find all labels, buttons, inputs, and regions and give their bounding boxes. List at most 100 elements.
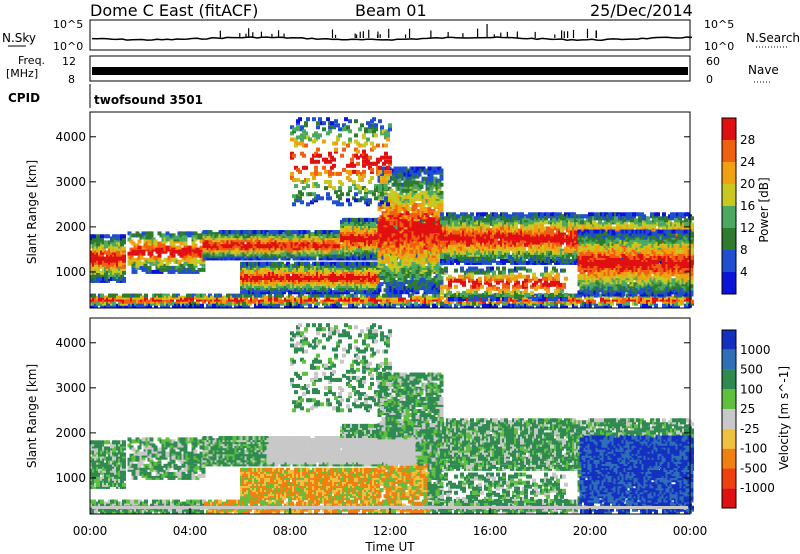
power-cell: [498, 299, 502, 304]
power-cell: [393, 235, 398, 240]
power-cell: [405, 211, 410, 216]
power-cell: [364, 299, 368, 304]
power-cell: [144, 297, 148, 302]
power-cell: [407, 207, 412, 212]
power-cell: [690, 299, 694, 304]
power-cell: [342, 242, 346, 247]
power-cell: [411, 253, 416, 258]
power-cell: [195, 253, 200, 258]
power-cell: [626, 301, 630, 306]
power-cell: [147, 265, 152, 270]
power-cell: [210, 250, 215, 255]
power-cell: [376, 278, 380, 282]
power-cell: [199, 235, 204, 240]
freq-left-label-2: [MHz]: [6, 67, 38, 80]
power-cell: [436, 293, 440, 298]
power-cell: [350, 299, 354, 304]
power-cell: [276, 303, 280, 308]
power-cell: [308, 244, 313, 249]
power-cell: [622, 297, 626, 302]
freq-right-bottom: 0: [706, 73, 713, 86]
power-cell: [606, 299, 610, 304]
power-cell: [413, 203, 418, 207]
power-cell: [234, 297, 238, 302]
power-cell: [193, 249, 198, 254]
power-cell: [184, 299, 188, 304]
power-cell: [92, 293, 96, 298]
power-cell: [401, 188, 406, 193]
power-cell: [122, 266, 126, 271]
power-cell: [159, 249, 164, 254]
power-cell: [131, 265, 136, 270]
power-cell: [135, 263, 140, 268]
power-cell: [252, 299, 256, 304]
power-cell: [179, 231, 184, 236]
power-cell: [610, 299, 614, 304]
power-cell: [350, 221, 354, 226]
power-cell: [377, 253, 382, 258]
power-cell: [122, 254, 126, 259]
power-cell: [532, 299, 536, 304]
noise-sky-line: [91, 36, 693, 41]
power-cell: [134, 293, 138, 298]
power-cell: [428, 295, 432, 300]
power-cell: [482, 299, 486, 304]
power-cell: [171, 253, 176, 258]
power-cell: [201, 263, 206, 268]
power-cell: [197, 267, 202, 272]
power-cell: [377, 288, 382, 293]
power-cell: [618, 303, 622, 308]
power-cell: [183, 237, 188, 242]
power-cell: [654, 303, 658, 308]
power-cell: [153, 243, 158, 248]
power-cell: [411, 261, 416, 266]
power-cell: [122, 276, 126, 281]
power-cell: [161, 267, 166, 272]
power-cell: [440, 295, 444, 300]
power-cell: [202, 252, 207, 257]
power-cell: [157, 241, 162, 246]
power-cell: [153, 255, 158, 260]
cpid-label: CPID: [8, 91, 40, 105]
power-cell: [135, 249, 140, 254]
power-cell: [122, 234, 126, 239]
power-cell: [397, 178, 402, 183]
cpid-value: twofsound 3501: [94, 93, 203, 107]
power-cell: [407, 235, 412, 240]
power-cell: [598, 293, 602, 298]
power-cell: [484, 303, 488, 308]
power-cell: [122, 246, 126, 251]
power-cell: [308, 303, 312, 308]
power-cell: [392, 303, 396, 308]
power-cell: [368, 217, 372, 222]
power-cell: [326, 297, 330, 302]
power-cell: [127, 251, 132, 256]
power-cell: [338, 303, 342, 308]
power-cell: [167, 255, 172, 260]
freq-left-bottom: 8: [68, 73, 75, 86]
power-cell: [414, 301, 418, 306]
power-cell: [100, 297, 104, 302]
power-cell: [143, 263, 148, 268]
noise-search-spikes: [219, 23, 597, 38]
power-cell: [218, 293, 222, 298]
noise-left-bottom: 10^0: [53, 40, 83, 53]
power-cell: [330, 299, 334, 304]
power-cell: [232, 293, 236, 298]
power-cell: [288, 290, 292, 295]
power-cell: [662, 299, 666, 304]
power-cell: [167, 265, 172, 270]
power-cell: [165, 245, 170, 250]
power-cell: [316, 293, 320, 298]
power-cell: [163, 249, 168, 254]
power-cell: [186, 293, 190, 298]
power-cell: [264, 295, 268, 300]
power-cell: [177, 267, 182, 272]
power-cell: [153, 239, 158, 244]
power-cell: [328, 254, 333, 259]
power-cell: [180, 299, 184, 304]
freq-right-label: Nave: [748, 63, 779, 77]
noise-right-top: 10^5: [704, 18, 734, 31]
